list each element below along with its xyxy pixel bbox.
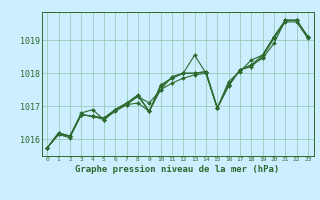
X-axis label: Graphe pression niveau de la mer (hPa): Graphe pression niveau de la mer (hPa) — [76, 165, 280, 174]
